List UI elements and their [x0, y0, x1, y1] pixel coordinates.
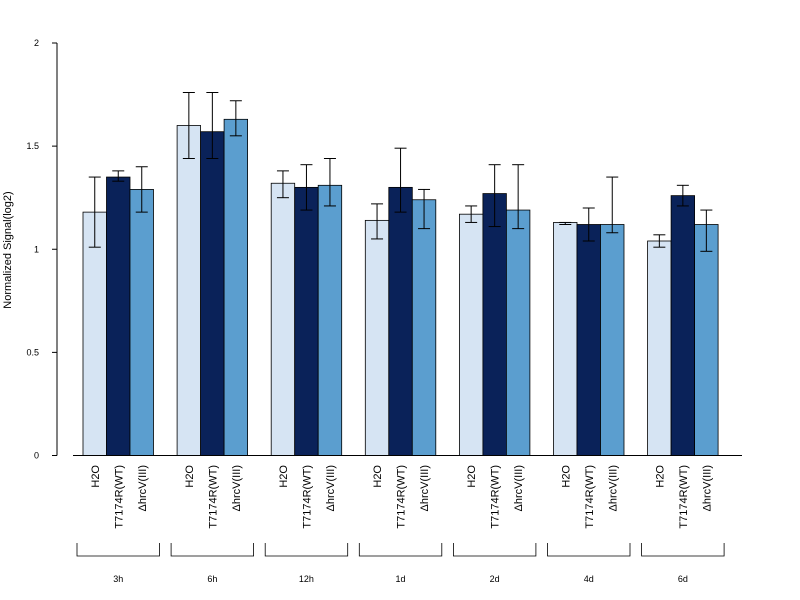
y-tick-label: 2	[34, 38, 39, 48]
group-label: 6d	[678, 574, 688, 584]
y-tick-label: 1.5	[26, 141, 39, 151]
group-bracket	[547, 543, 631, 557]
bar-label: H2O	[466, 465, 478, 488]
group-label: 3h	[113, 574, 123, 584]
y-tick-label: 0	[34, 451, 39, 461]
bar-label: ΔhrcV(III)	[419, 465, 431, 511]
group-bracket	[641, 543, 725, 557]
y-tick-label: 0.5	[26, 347, 39, 357]
bar	[364, 219, 390, 456]
bar-label: T7174R(WT)	[113, 465, 125, 529]
group-brackets	[76, 543, 725, 557]
bars	[82, 118, 719, 456]
bar-label: H2O	[184, 465, 196, 488]
bar-label: ΔhrcV(III)	[231, 465, 243, 511]
bar-labels: H2O T7174R(WT) ΔhrcV(III) H2O T7174R(WT) Δhrc…	[90, 465, 714, 529]
error-bars	[88, 92, 713, 252]
bar	[482, 193, 507, 456]
bar	[129, 189, 154, 456]
y-tick-label: 1	[34, 244, 39, 254]
bar-label: T7174R(WT)	[207, 465, 219, 529]
group-label: 1d	[396, 574, 406, 584]
bar	[553, 222, 578, 456]
bar-label: H2O	[560, 465, 572, 488]
bar-label: ΔhrcV(III)	[701, 465, 713, 511]
bar	[694, 224, 719, 456]
group-label: 12h	[299, 574, 314, 584]
group-bracket	[358, 543, 443, 557]
bar-label: T7174R(WT)	[396, 465, 408, 529]
y-axis: 0 0.5 1 1.5 2	[26, 38, 58, 461]
bar	[294, 186, 319, 456]
group-label: 2d	[490, 574, 500, 584]
bar	[505, 209, 531, 456]
bar-label: T7174R(WT)	[678, 465, 690, 529]
bar	[82, 211, 107, 456]
bar	[176, 125, 202, 456]
bar	[223, 118, 249, 456]
bar	[200, 131, 225, 456]
bar-label: H2O	[278, 465, 290, 488]
bar-label: ΔhrcV(III)	[513, 465, 525, 511]
group-label: 4d	[584, 574, 594, 584]
bar-label: T7174R(WT)	[301, 465, 313, 529]
bar-label: T7174R(WT)	[490, 465, 502, 529]
bar-label: ΔhrcV(III)	[137, 465, 149, 511]
bar	[317, 184, 343, 456]
bar-label: H2O	[90, 465, 102, 488]
group-label: 6h	[207, 574, 217, 584]
group-bracket	[453, 543, 537, 557]
bar-label: H2O	[372, 465, 384, 488]
bar	[388, 186, 413, 456]
bar	[458, 213, 484, 456]
bar	[411, 199, 437, 456]
bar	[106, 176, 131, 456]
group-bracket	[264, 543, 349, 557]
group-bracket	[76, 543, 160, 557]
bar	[576, 224, 601, 456]
bar	[670, 195, 695, 456]
bar-label: H2O	[654, 465, 666, 488]
bar-label: T7174R(WT)	[584, 465, 596, 529]
bar-label: ΔhrcV(III)	[325, 465, 337, 511]
y-axis-label: Normalized Signal(log2)	[2, 191, 14, 308]
bar	[600, 224, 625, 456]
bar	[270, 182, 296, 456]
bar-label: ΔhrcV(III)	[607, 465, 619, 511]
group-labels: 3h 6h 12h 1d 2d 4d 6d	[113, 574, 688, 584]
bar	[647, 240, 672, 456]
group-bracket	[170, 543, 254, 557]
